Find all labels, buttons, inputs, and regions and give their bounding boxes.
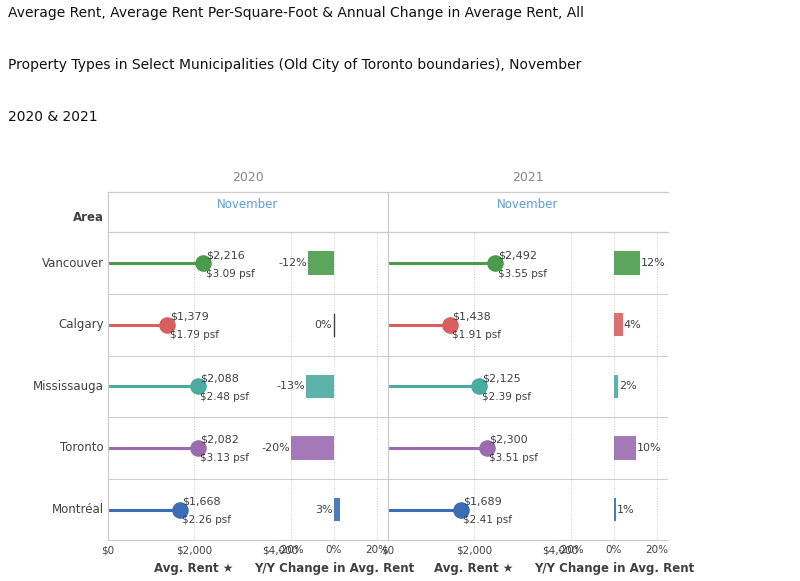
Text: November: November	[498, 198, 558, 211]
Text: November: November	[218, 198, 278, 211]
X-axis label: Avg. Rent ★: Avg. Rent ★	[154, 562, 234, 575]
Bar	[308, 252, 334, 275]
Point	[454, 505, 467, 514]
Bar	[291, 436, 334, 460]
Point	[481, 443, 494, 453]
Point	[489, 259, 502, 268]
Bar	[306, 375, 334, 398]
Text: Average Rent, Average Rent Per-Square-Foot & Annual Change in Average Rent, All: Average Rent, Average Rent Per-Square-Fo…	[8, 6, 584, 20]
Text: 10%: 10%	[637, 443, 661, 453]
Text: $2.41 psf: $2.41 psf	[463, 515, 512, 525]
Bar	[614, 313, 622, 336]
X-axis label: Y/Y Change in Avg. Rent: Y/Y Change in Avg. Rent	[254, 562, 414, 575]
Bar	[334, 498, 341, 521]
Text: $1,438: $1,438	[453, 312, 491, 322]
Text: $2.39 psf: $2.39 psf	[482, 392, 531, 402]
Text: 4%: 4%	[623, 320, 642, 330]
Text: 3%: 3%	[315, 504, 333, 515]
Text: 2020: 2020	[232, 171, 264, 184]
Text: $1.79 psf: $1.79 psf	[170, 330, 219, 340]
Text: $2.26 psf: $2.26 psf	[182, 515, 231, 525]
Point	[161, 320, 174, 329]
Bar	[614, 375, 618, 398]
Text: $2,300: $2,300	[490, 435, 528, 445]
Text: $2,492: $2,492	[498, 250, 537, 260]
Text: $3.13 psf: $3.13 psf	[200, 453, 249, 464]
Text: $3.51 psf: $3.51 psf	[490, 453, 538, 464]
X-axis label: Y/Y Change in Avg. Rent: Y/Y Change in Avg. Rent	[534, 562, 694, 575]
Text: 0%: 0%	[314, 320, 332, 330]
Text: $1.91 psf: $1.91 psf	[453, 330, 502, 340]
Text: $1,689: $1,689	[463, 497, 502, 507]
Text: Property Types in Select Municipalities (Old City of Toronto boundaries), Novemb: Property Types in Select Municipalities …	[8, 58, 582, 72]
Text: Mississauga: Mississauga	[33, 380, 104, 393]
Text: 2020 & 2021: 2020 & 2021	[8, 110, 98, 124]
X-axis label: Avg. Rent ★: Avg. Rent ★	[434, 562, 514, 575]
Bar	[614, 252, 640, 275]
Point	[191, 443, 204, 453]
Text: $2,125: $2,125	[482, 374, 521, 383]
Text: 12%: 12%	[641, 258, 666, 268]
Text: $2.48 psf: $2.48 psf	[200, 392, 250, 402]
Text: $1,379: $1,379	[170, 312, 209, 322]
Text: $3.55 psf: $3.55 psf	[498, 268, 546, 279]
Point	[174, 505, 186, 514]
Bar	[614, 498, 616, 521]
Point	[191, 382, 204, 391]
Text: 2021: 2021	[512, 171, 544, 184]
Text: Toronto: Toronto	[60, 442, 104, 454]
Point	[197, 259, 210, 268]
Text: 2%: 2%	[619, 381, 637, 392]
Text: $3.09 psf: $3.09 psf	[206, 268, 254, 279]
Text: Calgary: Calgary	[58, 318, 104, 331]
Text: $2,216: $2,216	[206, 250, 245, 260]
Text: $1,668: $1,668	[182, 497, 221, 507]
Text: 1%: 1%	[617, 504, 634, 515]
Text: -12%: -12%	[278, 258, 307, 268]
Point	[473, 382, 486, 391]
Point	[443, 320, 456, 329]
Text: -13%: -13%	[277, 381, 305, 392]
Text: $2,082: $2,082	[200, 435, 239, 445]
Text: -20%: -20%	[261, 443, 290, 453]
Bar	[614, 436, 636, 460]
Text: Area: Area	[73, 211, 104, 224]
Text: $2,088: $2,088	[200, 374, 239, 383]
Text: Montréal: Montréal	[52, 503, 104, 516]
Text: Vancouver: Vancouver	[42, 257, 104, 270]
